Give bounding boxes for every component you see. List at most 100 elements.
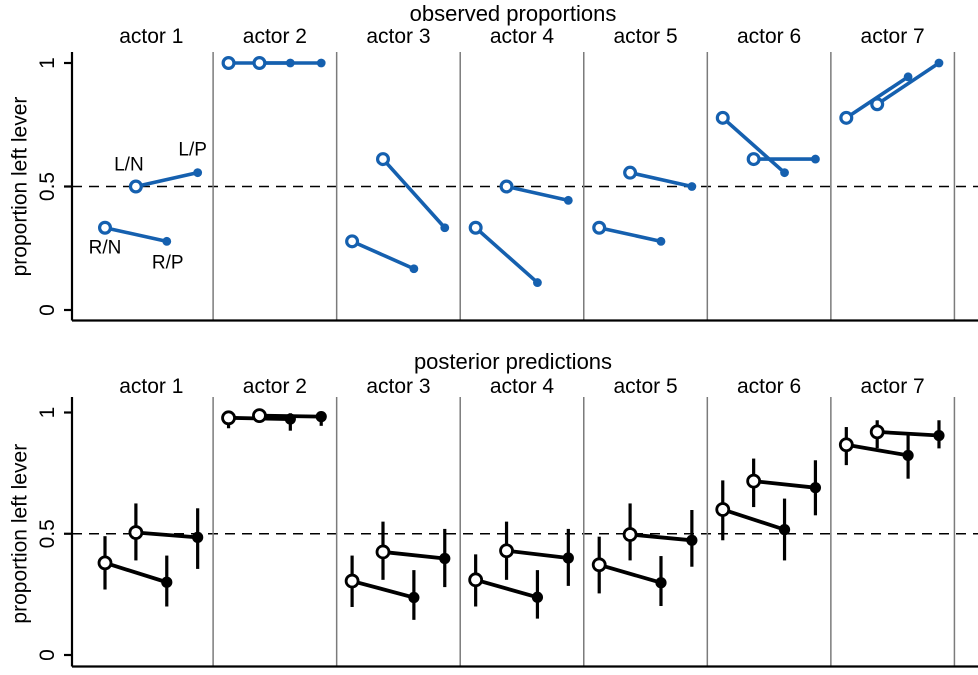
condition-label: L/N [114, 155, 144, 176]
observed-open-point [870, 97, 885, 112]
observed-open-point [839, 110, 854, 125]
observed-filled-point [533, 278, 542, 287]
observed-filled-point [440, 223, 450, 233]
actor-label: actor 6 [737, 375, 801, 398]
posterior-filled-point [192, 531, 204, 543]
posterior-open-point [499, 543, 514, 559]
observed-connector-line [350, 239, 416, 271]
observed-open-point [375, 152, 390, 167]
posterior-connector-line [133, 530, 200, 540]
observed-connector-line [504, 184, 571, 203]
posterior-connector-line [381, 550, 447, 561]
posterior-open-point [591, 557, 607, 573]
posterior-filled-point [315, 411, 327, 423]
posterior-filled-point [655, 577, 667, 589]
posterior-open-point [375, 544, 391, 560]
y-tick-label: 0 [36, 649, 59, 661]
y-tick-label: 0 [36, 304, 59, 316]
posterior-open-point [746, 473, 762, 489]
posterior-open-point [869, 424, 885, 440]
actor-label: actor 7 [861, 375, 925, 398]
observed-connector-line [597, 225, 663, 244]
observed-filled-point [162, 236, 172, 246]
actor-label: actor 2 [243, 375, 307, 398]
actor-label: actor 2 [243, 25, 307, 48]
actor-label: actor 3 [366, 375, 430, 398]
observed-connector-line [473, 225, 540, 285]
posterior-open-point [97, 555, 113, 571]
posterior-open-point [468, 572, 484, 588]
posterior-open-point [221, 410, 236, 426]
posterior-open-point [128, 525, 144, 540]
observed-open-point [715, 110, 730, 125]
observed-open-point [97, 220, 112, 235]
posterior-filled-point [284, 413, 296, 425]
posterior-open-point [715, 502, 731, 517]
observed-connector-line [134, 170, 200, 189]
posterior-connector-line [103, 560, 169, 585]
observed-filled-point [409, 264, 419, 274]
observed-open-point [499, 179, 514, 194]
posterior-connector-line [875, 429, 941, 438]
posterior-filled-point [778, 524, 791, 536]
posterior-connector-line [844, 442, 910, 458]
observed-filled-point [316, 58, 326, 68]
condition-label: R/P [152, 252, 184, 273]
posterior-connector-line [350, 579, 416, 600]
actor-label: actor 1 [119, 375, 183, 398]
posterior-filled-point [562, 552, 574, 564]
y-tick-label: 0.5 [36, 519, 59, 548]
observed-open-point [623, 165, 638, 180]
bottom-panel-title: posterior predictions [414, 349, 612, 374]
observed-filled-point [656, 236, 666, 246]
observed-open-point [345, 234, 360, 249]
actor-label: actor 3 [366, 25, 430, 48]
y-tick-label: 1 [36, 407, 59, 419]
observed-filled-point [193, 168, 203, 178]
posterior-filled-point [408, 591, 420, 604]
posterior-filled-point [439, 552, 451, 565]
posterior-filled-point [531, 591, 544, 603]
posterior-filled-point [161, 576, 173, 588]
posterior-open-point [344, 573, 360, 589]
observed-open-point [468, 220, 483, 235]
condition-label: R/N [89, 238, 122, 259]
posterior-open-point [252, 408, 267, 424]
y-tick-label: 0.5 [36, 172, 59, 201]
actor-label: actor 5 [613, 375, 677, 398]
posterior-open-point [838, 437, 854, 453]
observed-filled-point [934, 58, 944, 68]
posterior-connector-line [504, 548, 571, 560]
posterior-connector-line [751, 479, 818, 490]
observed-filled-point [811, 154, 820, 164]
observed-connector-line [875, 61, 941, 107]
chart-marks: 0 0.5 1 actor 1 actor 2 actor 3 actor 4 actor 5… [36, 25, 978, 668]
observed-connector-line [103, 225, 169, 244]
y-tick-label: 1 [36, 57, 59, 69]
y-axis-label-bottom: proportion left lever [8, 444, 31, 624]
actor-label: actor 4 [490, 25, 555, 48]
posterior-connector-line [597, 562, 663, 585]
observed-filled-point [780, 168, 789, 178]
observed-open-point [746, 152, 761, 167]
observed-filled-point [285, 58, 295, 68]
y-axis-label-top: proportion left lever [9, 97, 32, 277]
observed-open-point [592, 220, 607, 235]
observed-connector-line [628, 170, 694, 189]
observed-filled-point [563, 195, 573, 205]
actor-label: actor 6 [737, 25, 801, 48]
top-panel-title: observed proportions [410, 1, 617, 26]
actor-label: actor 7 [861, 25, 925, 48]
posterior-filled-point [686, 534, 698, 546]
observed-connector-line [720, 116, 787, 175]
observed-open-point [221, 55, 236, 70]
posterior-connector-line [628, 532, 694, 543]
posterior-filled-point [933, 429, 945, 442]
posterior-connector-line [720, 507, 787, 532]
observed-filled-point [903, 72, 913, 82]
posterior-filled-point [902, 449, 914, 462]
actor-label: actor 4 [490, 375, 555, 398]
posterior-filled-point [809, 482, 822, 494]
observed-open-point [128, 179, 143, 194]
